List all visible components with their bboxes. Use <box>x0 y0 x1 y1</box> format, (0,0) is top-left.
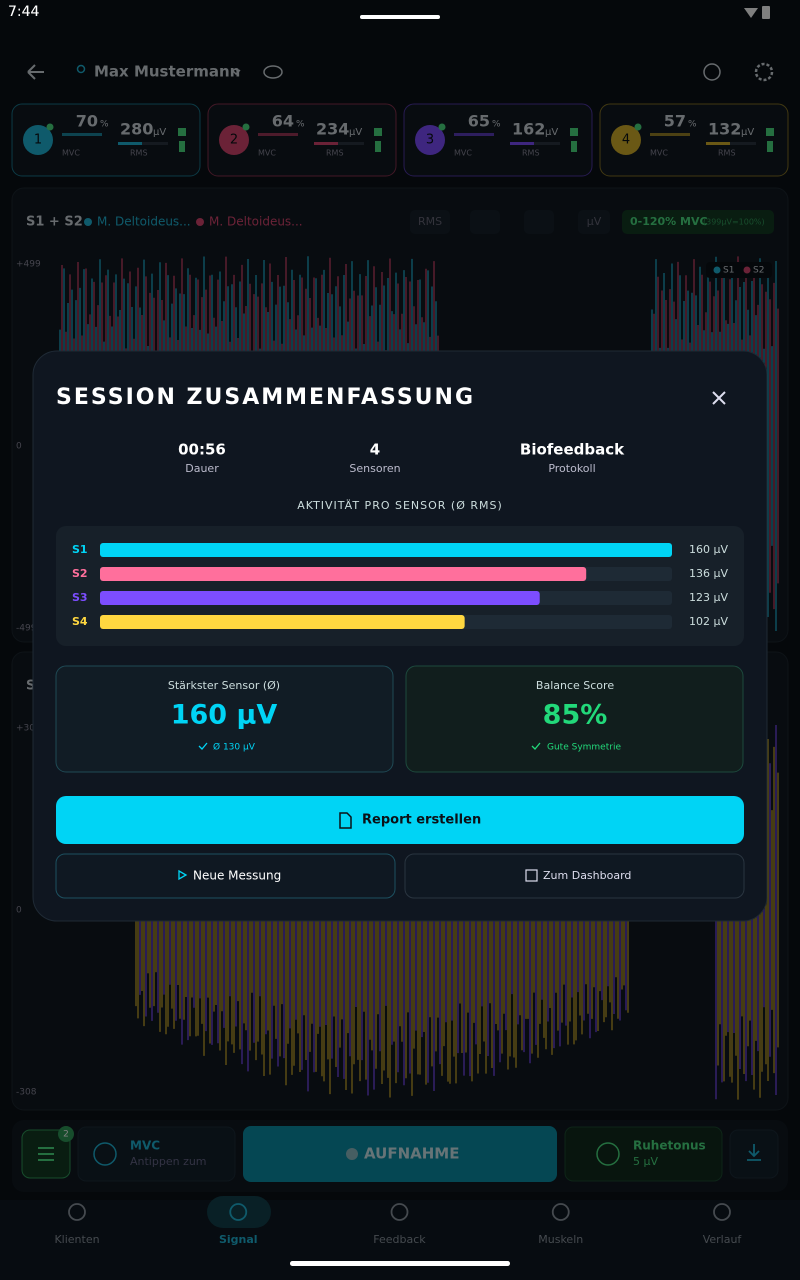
balance-value: 85% <box>543 700 608 731</box>
activity-bars: S1 160 µV S2 136 µV S3 123 µV S4 102 µV <box>72 543 728 629</box>
report-button[interactable] <box>56 796 744 844</box>
strongest-label: Stärkster Sensor (Ø) <box>168 679 280 692</box>
new-measure-label: Neue Messung <box>193 869 281 883</box>
stat-value: Biofeedback <box>520 441 625 459</box>
strongest-note: Ø 130 µV <box>213 742 256 753</box>
bar-category: S2 <box>72 567 88 580</box>
close-button[interactable] <box>712 391 726 405</box>
balance-note: Gute Symmetrie <box>547 743 621 753</box>
bar-value-label: 102 µV <box>689 615 728 628</box>
balance-label: Balance Score <box>536 679 614 692</box>
check-icon <box>531 742 541 750</box>
dashboard-icon <box>525 869 538 882</box>
bar <box>100 615 465 629</box>
status-time-top: 7:44 <box>8 4 40 20</box>
stat-label: Protokoll <box>548 462 595 475</box>
report-icon <box>339 812 352 829</box>
camera-bar <box>360 15 440 19</box>
bar-category: S3 <box>72 591 88 604</box>
bar <box>100 543 672 557</box>
stat-label: Dauer <box>185 462 219 475</box>
dashboard-button[interactable] <box>404 853 745 899</box>
strongest-card <box>55 665 394 773</box>
strongest-value: 160 µV <box>171 700 278 731</box>
play-icon <box>178 869 188 881</box>
stat-value: 00:56 <box>178 441 226 459</box>
new-measure-button[interactable] <box>55 853 396 899</box>
report-label: Report erstellen <box>362 813 481 828</box>
summary-dialog: SESSION ZUSAMMENFASSUNG 00:56 Dauer 4 Se… <box>32 350 768 922</box>
stat-label: Sensoren <box>349 462 400 475</box>
activity-title: AKTIVITÄT PRO SENSOR (Ø RMS) <box>297 499 503 512</box>
dialog-title: SESSION ZUSAMMENFASSUNG <box>56 385 475 410</box>
bar-value-label: 123 µV <box>689 591 728 604</box>
dashboard-label: Zum Dashboard <box>543 869 631 882</box>
bar-value-label: 160 µV <box>689 543 728 556</box>
bar-category: S4 <box>72 615 88 628</box>
check-icon <box>198 742 208 750</box>
bar <box>100 567 587 581</box>
bar <box>100 591 540 605</box>
bar-value-label: 136 µV <box>689 567 728 580</box>
bar-category: S1 <box>72 543 88 556</box>
stat-value: 4 <box>370 441 380 459</box>
balance-card <box>405 665 744 773</box>
home-indicator-top <box>290 1261 510 1266</box>
